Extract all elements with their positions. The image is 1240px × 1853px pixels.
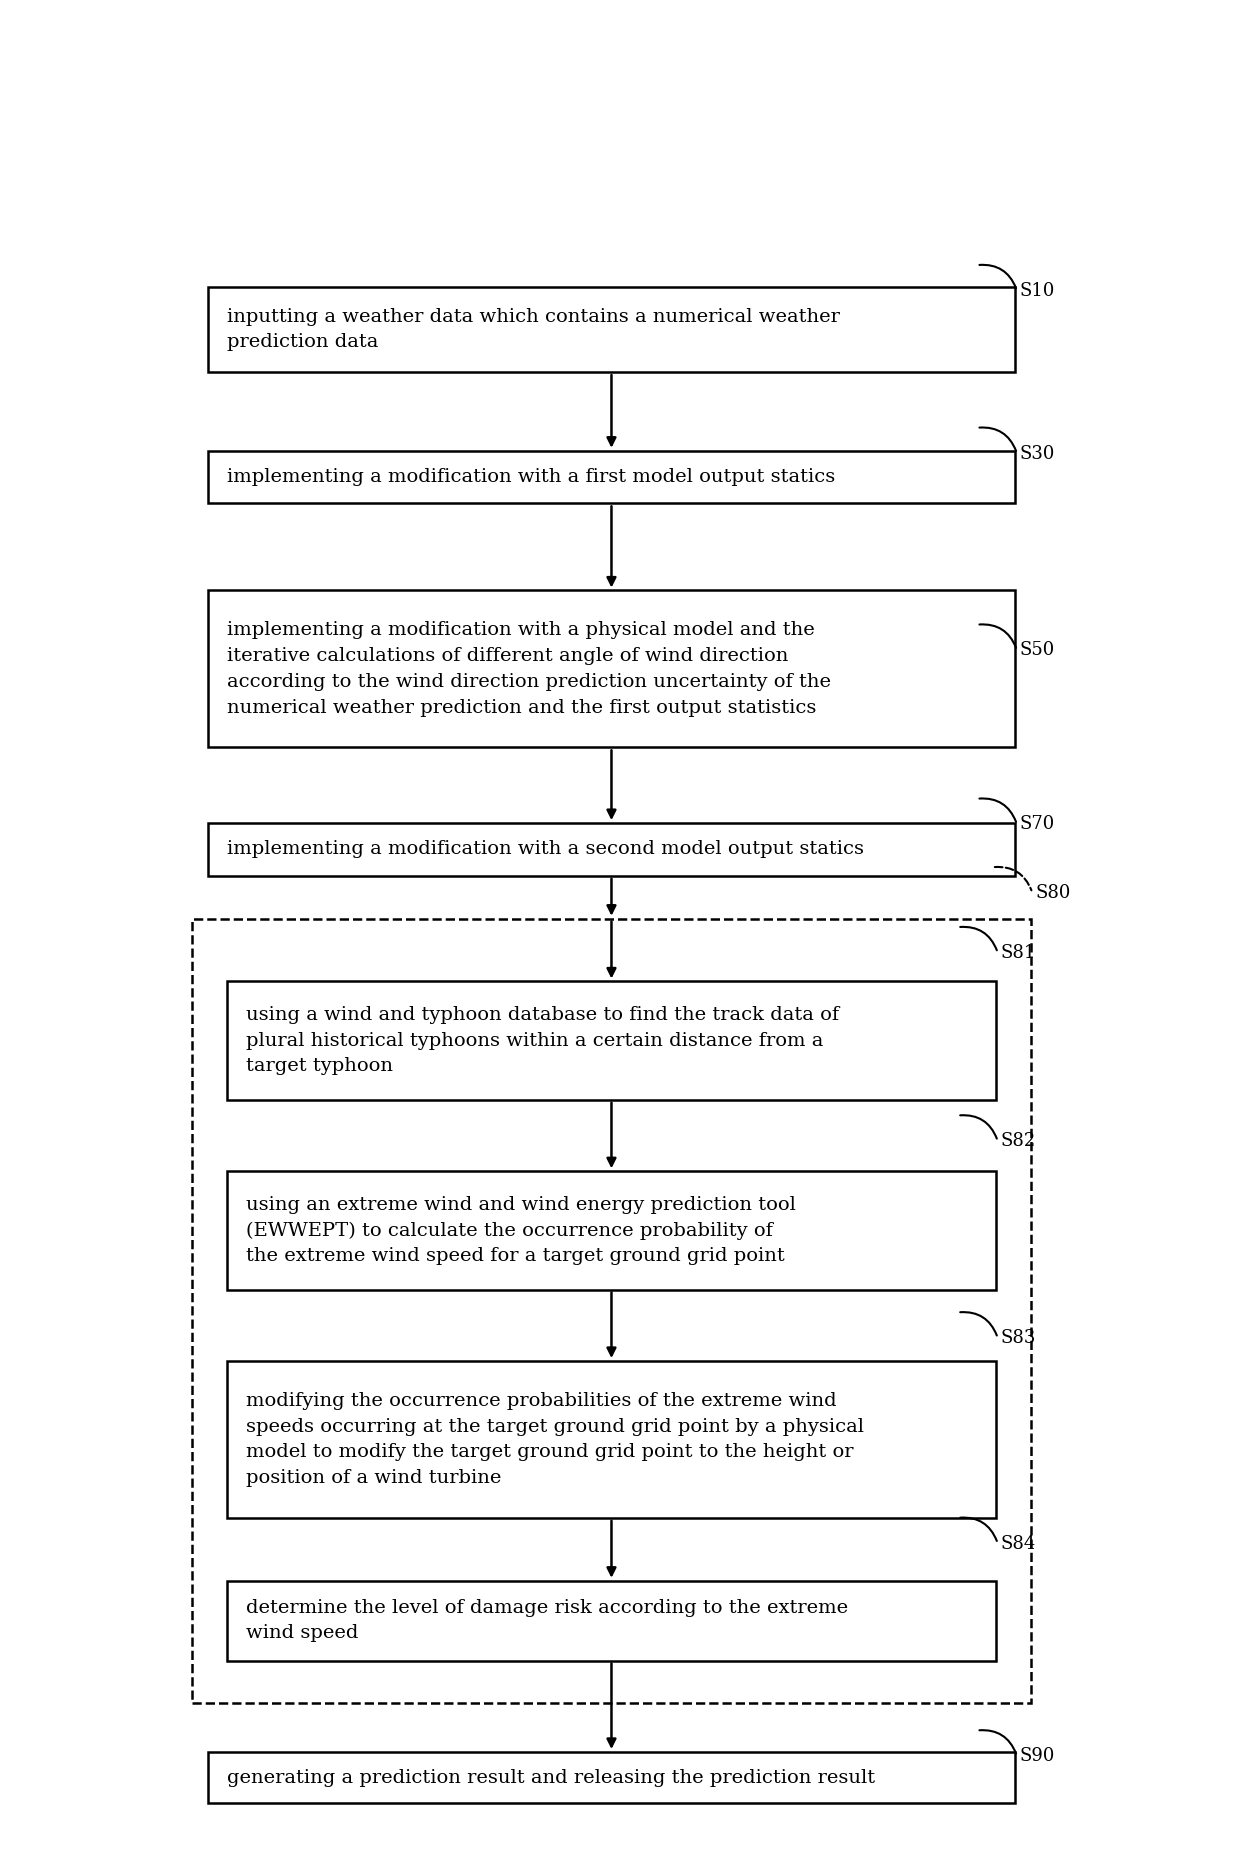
Bar bbox=[208, 450, 1016, 504]
Bar bbox=[227, 1360, 996, 1518]
Text: implementing a modification with a first model output statics: implementing a modification with a first… bbox=[227, 469, 836, 485]
Text: implementing a modification with a physical model and the
iterative calculations: implementing a modification with a physi… bbox=[227, 621, 831, 717]
Text: inputting a weather data which contains a numerical weather
prediction data: inputting a weather data which contains … bbox=[227, 308, 839, 352]
Text: using an extreme wind and wind energy prediction tool
(EWWEPT) to calculate the : using an extreme wind and wind energy pr… bbox=[247, 1195, 796, 1266]
Text: S84: S84 bbox=[1001, 1534, 1035, 1553]
Text: S30: S30 bbox=[1019, 445, 1055, 463]
Bar bbox=[208, 1751, 1016, 1803]
Text: S90: S90 bbox=[1019, 1747, 1055, 1766]
Text: S82: S82 bbox=[1001, 1132, 1035, 1151]
Bar bbox=[208, 287, 1016, 372]
Bar bbox=[208, 823, 1016, 876]
Text: S50: S50 bbox=[1019, 641, 1055, 660]
Text: modifying the occurrence probabilities of the extreme wind
speeds occurring at t: modifying the occurrence probabilities o… bbox=[247, 1392, 864, 1486]
Text: implementing a modification with a second model output statics: implementing a modification with a secon… bbox=[227, 841, 864, 858]
Text: determine the level of damage risk according to the extreme
wind speed: determine the level of damage risk accor… bbox=[247, 1599, 848, 1642]
Bar bbox=[227, 982, 996, 1101]
Text: S10: S10 bbox=[1019, 282, 1055, 300]
Text: using a wind and typhoon database to find the track data of
plural historical ty: using a wind and typhoon database to fin… bbox=[247, 1006, 839, 1075]
Bar bbox=[227, 1171, 996, 1290]
Text: S83: S83 bbox=[1001, 1329, 1037, 1347]
Text: S70: S70 bbox=[1019, 815, 1055, 834]
Bar bbox=[191, 919, 1032, 1703]
Text: generating a prediction result and releasing the prediction result: generating a prediction result and relea… bbox=[227, 1768, 875, 1786]
Text: S81: S81 bbox=[1001, 943, 1037, 962]
Bar bbox=[227, 1581, 996, 1660]
Bar bbox=[208, 591, 1016, 747]
Text: S80: S80 bbox=[1035, 884, 1070, 902]
